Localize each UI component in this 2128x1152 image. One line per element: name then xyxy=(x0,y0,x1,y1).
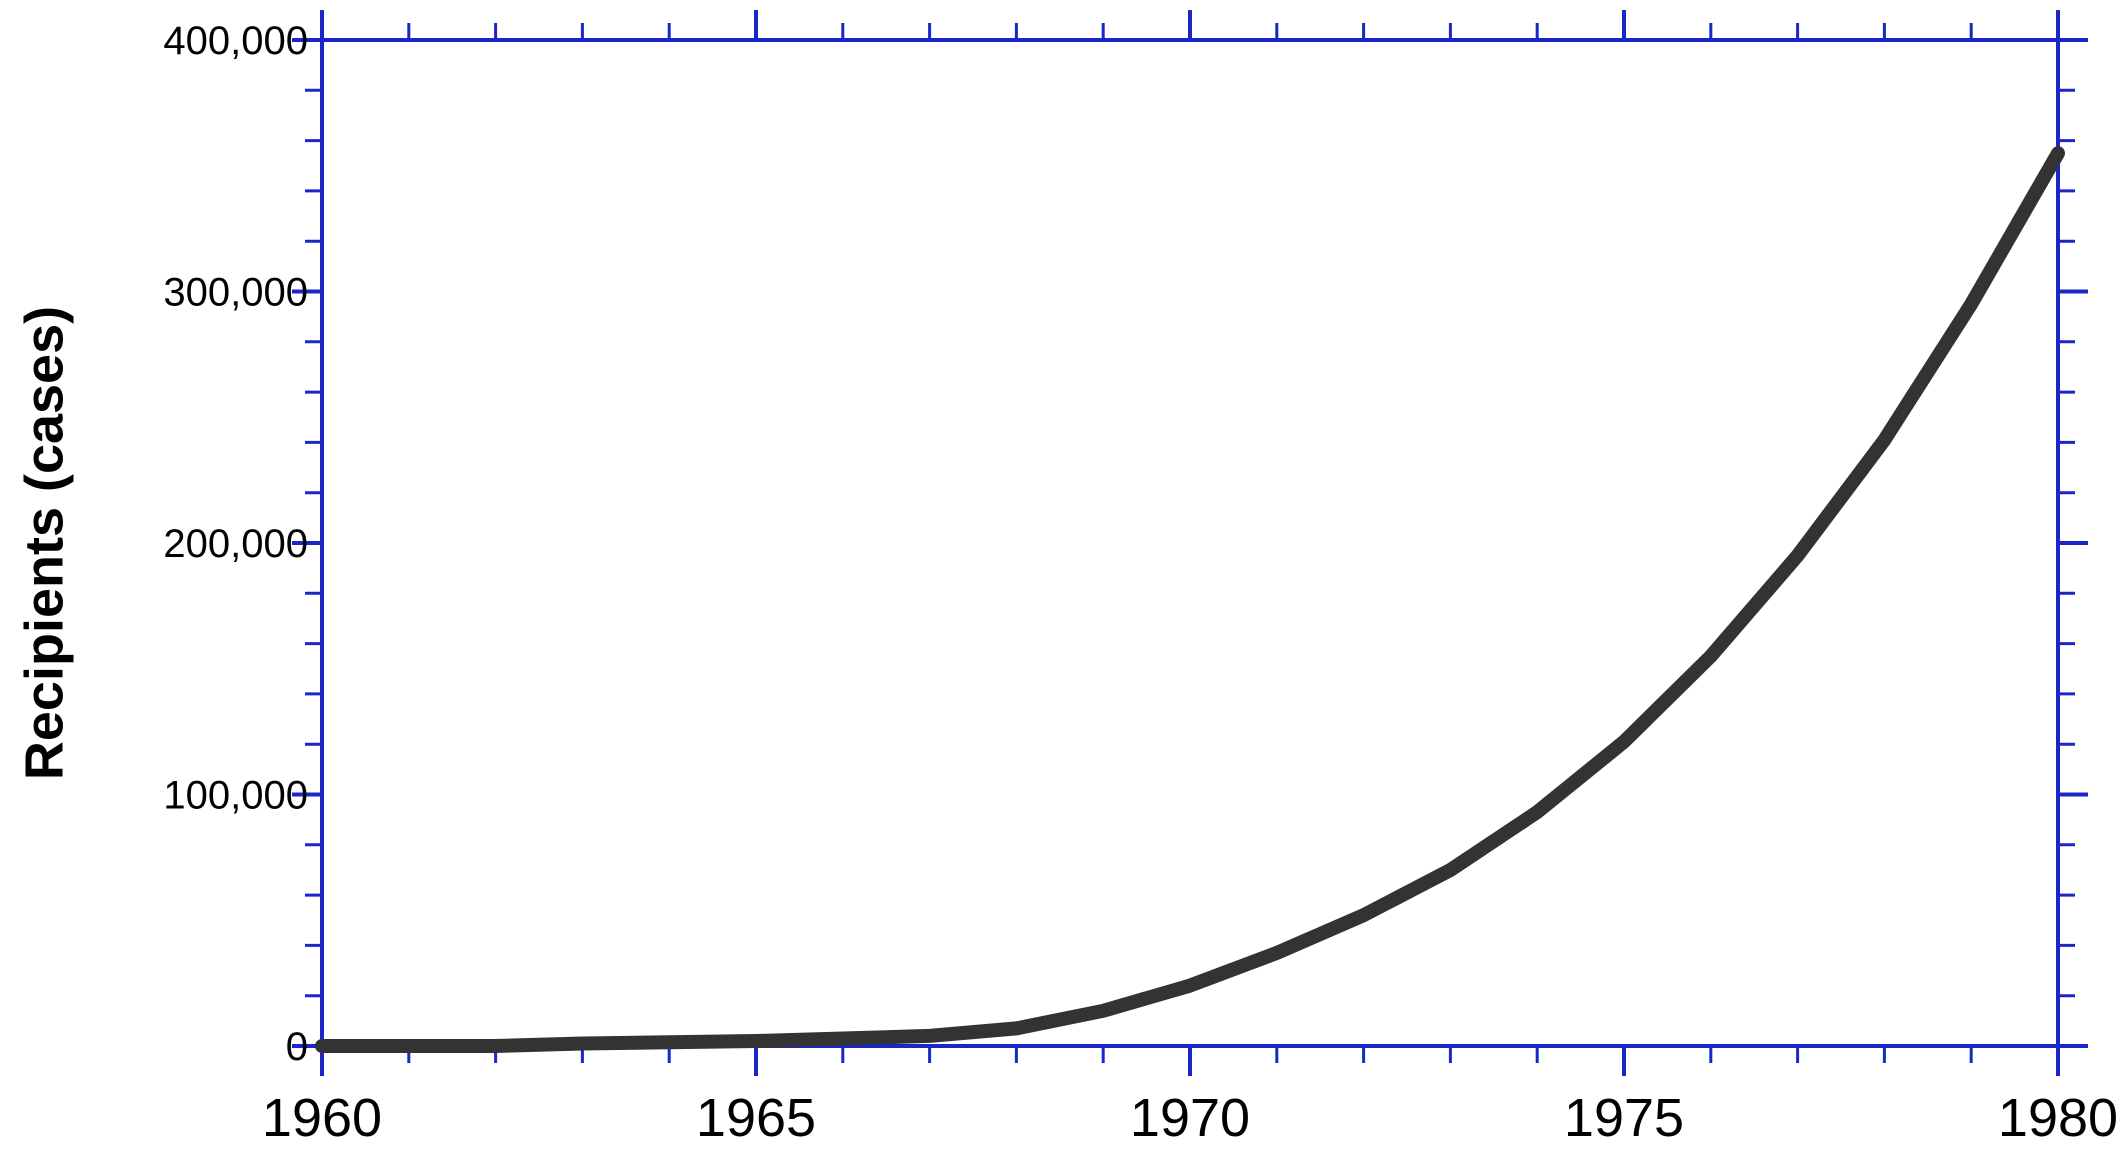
y-tick-label: 400,000 xyxy=(163,19,308,63)
plot-frame xyxy=(320,38,2060,1048)
plot-border xyxy=(320,38,2060,1048)
y-tick-label: 200,000 xyxy=(163,522,308,566)
x-tick-label: 1975 xyxy=(1564,1088,1684,1148)
y-axis-title: Recipients (cases) xyxy=(14,306,74,780)
x-tick-label: 1960 xyxy=(262,1088,382,1148)
x-tick-labels: 1960 1965 1970 1975 1980 xyxy=(262,1088,2118,1148)
y-tick-label: 0 xyxy=(286,1025,308,1069)
x-tick-label: 1965 xyxy=(696,1088,816,1148)
x-tick-label: 1980 xyxy=(1998,1088,2118,1148)
series-layer xyxy=(315,146,2065,1053)
x-tick-label: 1970 xyxy=(1130,1088,1250,1148)
axis-ticks xyxy=(292,10,2088,1076)
series-line-0 xyxy=(315,146,2065,1053)
y-tick-labels: 0 100,000 200,000 300,000 400,000 xyxy=(163,19,308,1069)
y-tick-label: 100,000 xyxy=(163,774,308,818)
y-tick-label: 300,000 xyxy=(163,271,308,315)
